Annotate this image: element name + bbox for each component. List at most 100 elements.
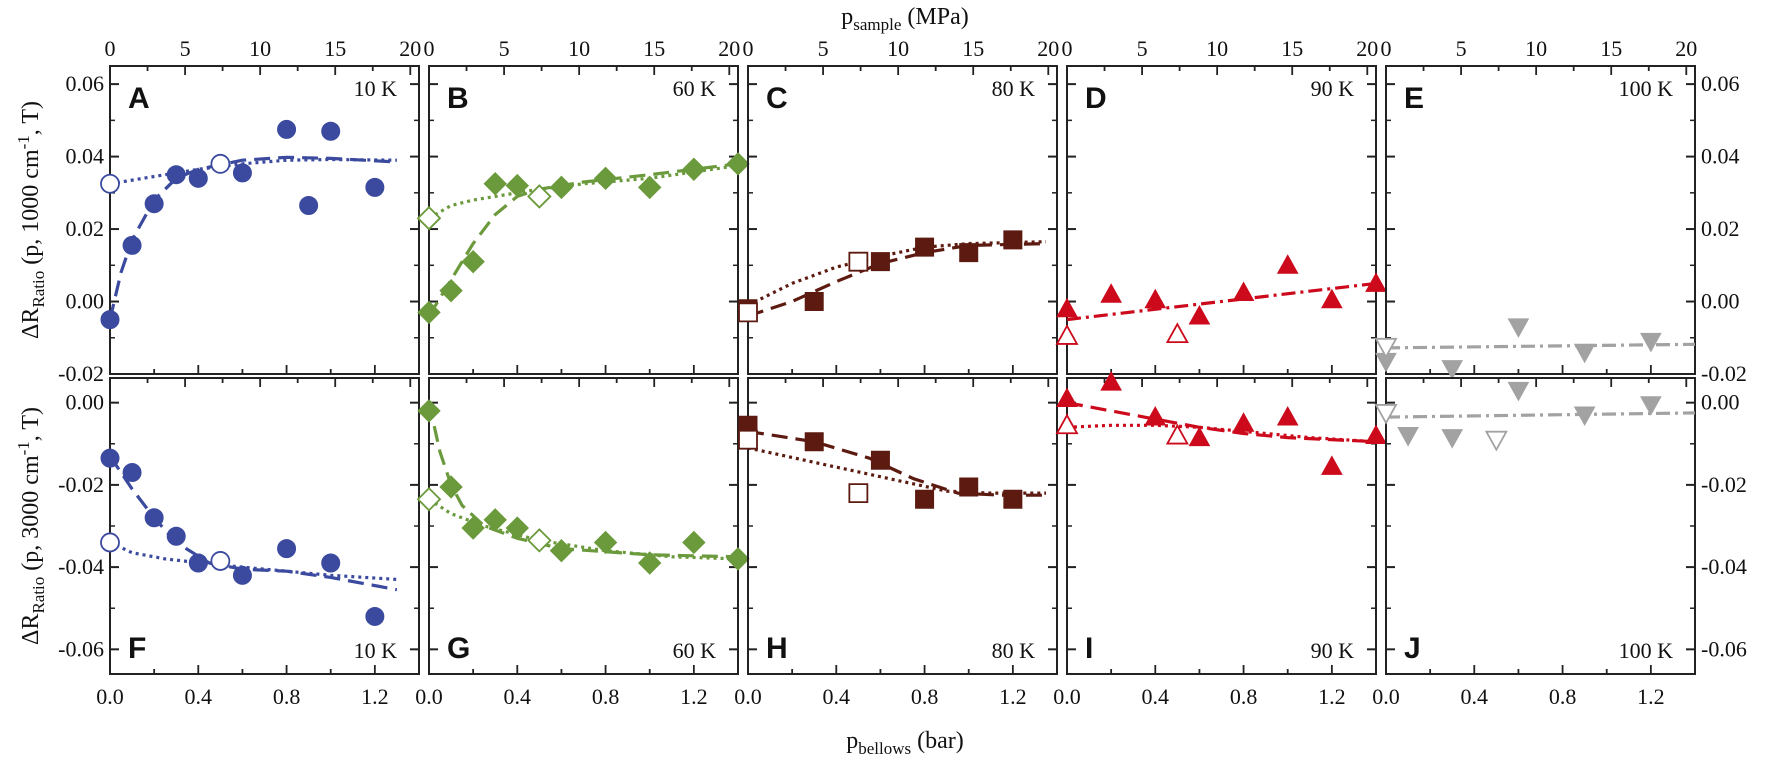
panel-letter: G: [447, 632, 470, 665]
panel-d: 0 5 10 15 20 D 90 K: [1055, 36, 1387, 375]
panel-letter: A: [128, 82, 150, 115]
fit-line-dashdot: [1385, 342, 1696, 350]
x-tick-label: 0.0: [1053, 684, 1081, 709]
ylabel-mid: (p, 1000 cm: [18, 149, 44, 271]
open-square-point: [848, 483, 869, 504]
x-tick-label: 0.8: [273, 684, 301, 709]
temperature-label: 100 K: [1619, 638, 1674, 663]
filled-circle-point: [277, 539, 297, 559]
open-diamond-point: [416, 487, 442, 512]
y-tick-label: 0.02: [1701, 216, 1740, 241]
panel-frame: [1066, 65, 1377, 375]
y-tick-label: -0.04: [58, 554, 104, 579]
open-circle-point: [100, 532, 120, 553]
panel-b: 0 5 10 15 20 B 60 K: [416, 36, 750, 375]
x-tick-label: 0.8: [911, 684, 939, 709]
filled-diamond-point: [439, 475, 463, 499]
x-tick-label: 0.4: [504, 684, 532, 709]
filled-square-point: [870, 252, 890, 272]
filled-triangle-up-point: [1365, 272, 1387, 292]
filled-triangle-up-point: [1100, 371, 1122, 391]
filled-circle-point: [188, 553, 208, 573]
top-tick-label: 10: [1206, 36, 1228, 61]
filled-triangle-up-point: [1056, 297, 1078, 318]
filled-diamond-point: [682, 530, 706, 555]
panel-f: -0.06 -0.04 -0.02 0.00 0.0 0.4 0.8 1.2 F 10 K: [58, 377, 420, 709]
top-tick-label: 5: [1456, 36, 1467, 61]
filled-square-point: [804, 432, 824, 452]
filled-circle-point: [166, 165, 186, 185]
top-axis-title-sub: sample: [853, 15, 901, 34]
top-tick-label: 10: [249, 36, 271, 61]
top-tick-label: 15: [1600, 36, 1622, 61]
top-tick-label: 5: [1137, 36, 1148, 61]
filled-triangle-down-point: [1507, 381, 1530, 402]
open-circle-point: [210, 551, 231, 571]
x-tick-label: 0.8: [1230, 684, 1258, 709]
filled-circle-point: [166, 526, 186, 546]
top-tick-label: 0: [1381, 36, 1392, 61]
x-tick-label: 0.4: [185, 684, 213, 709]
ylabel-sup: -1: [14, 135, 33, 149]
filled-triangle-up-point: [1100, 283, 1122, 303]
x-tick-label: 0.4: [1142, 684, 1170, 709]
filled-triangle-down-point: [1573, 343, 1596, 364]
filled-square-point: [959, 243, 979, 263]
y-tick-label: -0.04: [1701, 554, 1747, 579]
fit-line-dotted: [1066, 423, 1377, 444]
top-tick-label: 15: [643, 36, 665, 61]
fit-line-dashed: [108, 155, 397, 320]
ylabel-delta: ΔR: [18, 614, 44, 645]
filled-diamond-point: [461, 249, 485, 274]
fit-line-dashdot: [1385, 411, 1696, 419]
filled-diamond-point: [726, 152, 750, 176]
filled-triangle-up-point: [1321, 288, 1343, 309]
y-tick-label: -0.06: [1701, 636, 1747, 661]
open-diamond-point: [416, 205, 442, 231]
x-tick-label: 1.2: [680, 684, 708, 709]
fit-line-dashed: [427, 402, 739, 559]
bottom-axis-title-main: p: [846, 728, 858, 754]
panel-letter: I: [1085, 632, 1093, 665]
filled-square-point: [804, 292, 824, 312]
filled-diamond-point: [593, 166, 618, 191]
top-row-y-axis-title: ΔRRatio (p, 1000 cm-1, T): [14, 101, 48, 339]
open-triangle-up-point: [1165, 423, 1189, 445]
top-tick-label: 20: [1037, 36, 1059, 61]
filled-circle-point: [122, 463, 142, 483]
y-tick-label: -0.02: [1701, 361, 1747, 386]
panel-i: 0.0 0.4 0.8 1.2 I 90 K: [1053, 371, 1387, 709]
fit-line-dotted: [109, 157, 397, 186]
top-tick-label: 0: [743, 36, 754, 61]
panel-letter: H: [766, 632, 788, 665]
bottom-axis-title-sub: bellows: [858, 739, 911, 758]
top-tick-label: 5: [180, 36, 191, 61]
open-circle-point: [210, 153, 231, 174]
open-triangle-down-point: [1484, 430, 1508, 452]
filled-diamond-point: [439, 278, 463, 303]
filled-triangle-up-point: [1365, 424, 1387, 445]
filled-diamond-point: [549, 175, 574, 200]
y-tick-label: 0.00: [1701, 390, 1740, 415]
top-tick-label: 0: [105, 36, 116, 61]
filled-triangle-down-point: [1397, 427, 1419, 447]
filled-triangle-up-point: [1144, 288, 1167, 309]
open-triangle-up-point: [1055, 413, 1079, 435]
filled-diamond-point: [505, 516, 529, 540]
filled-diamond-point: [505, 173, 529, 198]
top-axis-title-rest: (MPa): [901, 4, 968, 30]
panel-g: 0.0 0.4 0.8 1.2 G 60 K: [415, 377, 750, 709]
filled-triangle-down-point: [1441, 360, 1464, 380]
top-tick-label: 15: [1281, 36, 1303, 61]
x-tick-label: 1.2: [1637, 684, 1665, 709]
filled-triangle-up-point: [1144, 406, 1167, 426]
fit-line-dashdot: [1066, 281, 1377, 322]
filled-triangle-down-point: [1573, 406, 1596, 427]
panel-letter: E: [1404, 82, 1424, 115]
x-tick-label: 0.0: [734, 684, 762, 709]
filled-circle-point: [188, 168, 208, 188]
bottom-row-y-axis-title: ΔRRatio (p, 3000 cm-1, T): [14, 407, 48, 645]
y-tick-label: 0.02: [66, 216, 105, 241]
panel-frame: [747, 377, 1058, 675]
top-tick-label: 5: [818, 36, 829, 61]
